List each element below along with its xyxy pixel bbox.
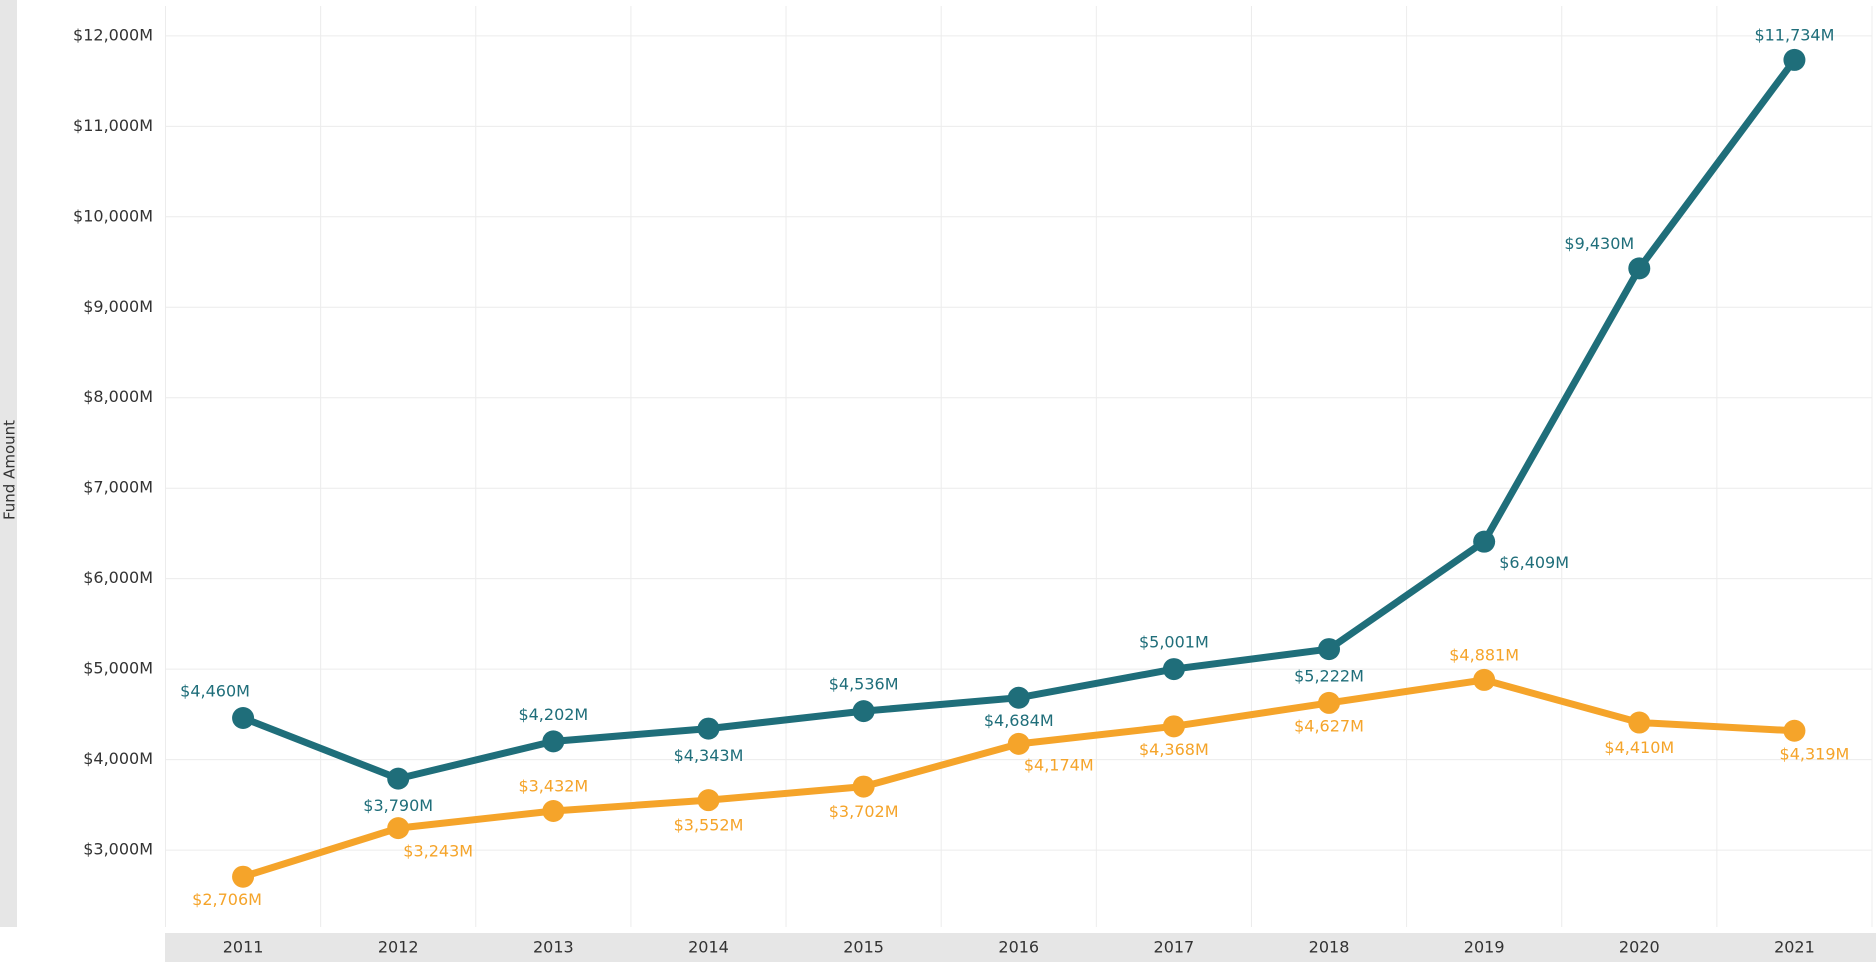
data-label: $4,319M bbox=[1780, 744, 1850, 763]
y-tick-label: $3,000M bbox=[83, 840, 153, 859]
data-label: $4,174M bbox=[1024, 755, 1094, 774]
data-point bbox=[697, 789, 720, 812]
data-point bbox=[1318, 691, 1341, 714]
data-point bbox=[1162, 658, 1185, 681]
x-tick-label: 2021 bbox=[1774, 938, 1815, 957]
data-label: $4,460M bbox=[180, 682, 250, 701]
data-point bbox=[1628, 257, 1651, 280]
data-point bbox=[852, 700, 875, 723]
data-label: $4,684M bbox=[984, 711, 1054, 730]
data-point bbox=[542, 800, 565, 823]
data-label: $5,222M bbox=[1294, 667, 1364, 686]
y-tick-label: $5,000M bbox=[83, 659, 153, 678]
x-tick-label: 2018 bbox=[1309, 938, 1350, 957]
data-point bbox=[1007, 732, 1030, 755]
data-point bbox=[1473, 668, 1496, 691]
data-label: $3,552M bbox=[674, 816, 744, 835]
x-tick-label: 2012 bbox=[378, 938, 419, 957]
x-tick-label: 2017 bbox=[1154, 938, 1195, 957]
data-point bbox=[697, 717, 720, 740]
y-axis-band bbox=[0, 0, 17, 927]
data-point bbox=[1007, 686, 1030, 709]
y-tick-label: $11,000M bbox=[73, 116, 153, 135]
data-label: $6,409M bbox=[1499, 553, 1569, 572]
y-tick-label: $6,000M bbox=[83, 568, 153, 587]
data-point bbox=[1783, 48, 1806, 71]
data-label: $3,432M bbox=[518, 777, 588, 796]
data-label: $4,368M bbox=[1139, 740, 1209, 759]
data-point bbox=[542, 730, 565, 753]
data-point bbox=[387, 767, 410, 790]
x-tick-label: 2019 bbox=[1464, 938, 1505, 957]
y-tick-label: $10,000M bbox=[73, 206, 153, 225]
data-label: $5,001M bbox=[1139, 633, 1209, 652]
x-tick-label: 2014 bbox=[688, 938, 729, 957]
data-label: $4,343M bbox=[674, 746, 744, 765]
data-point bbox=[232, 865, 255, 888]
x-tick-label: 2020 bbox=[1619, 938, 1660, 957]
data-label: $3,243M bbox=[403, 842, 473, 861]
data-label: $4,202M bbox=[518, 705, 588, 724]
y-tick-label: $7,000M bbox=[83, 478, 153, 497]
y-tick-label: $8,000M bbox=[83, 387, 153, 406]
data-label: $4,410M bbox=[1604, 738, 1674, 757]
data-point bbox=[1318, 638, 1341, 661]
data-point bbox=[1783, 719, 1806, 742]
data-label: $3,702M bbox=[829, 802, 899, 821]
data-label: $11,734M bbox=[1754, 25, 1834, 44]
data-point bbox=[852, 775, 875, 798]
y-axis-label: Fund Amount bbox=[1, 420, 19, 520]
data-point bbox=[1162, 715, 1185, 738]
x-tick-label: 2011 bbox=[223, 938, 264, 957]
data-point bbox=[1473, 530, 1496, 553]
y-tick-label: $4,000M bbox=[83, 749, 153, 768]
data-label: $9,430M bbox=[1564, 234, 1634, 253]
data-point bbox=[1628, 711, 1651, 734]
data-label: $4,881M bbox=[1449, 645, 1519, 664]
data-label: $2,706M bbox=[192, 890, 262, 909]
data-point bbox=[232, 707, 255, 730]
y-tick-label: $9,000M bbox=[83, 297, 153, 316]
y-tick-label: $12,000M bbox=[73, 25, 153, 44]
data-label: $4,536M bbox=[829, 675, 899, 694]
x-tick-label: 2015 bbox=[843, 938, 884, 957]
x-tick-label: 2016 bbox=[998, 938, 1039, 957]
data-label: $3,790M bbox=[363, 796, 433, 815]
data-point bbox=[387, 817, 410, 840]
x-axis-band bbox=[165, 933, 1876, 962]
data-label: $4,627M bbox=[1294, 716, 1364, 735]
x-tick-label: 2013 bbox=[533, 938, 574, 957]
